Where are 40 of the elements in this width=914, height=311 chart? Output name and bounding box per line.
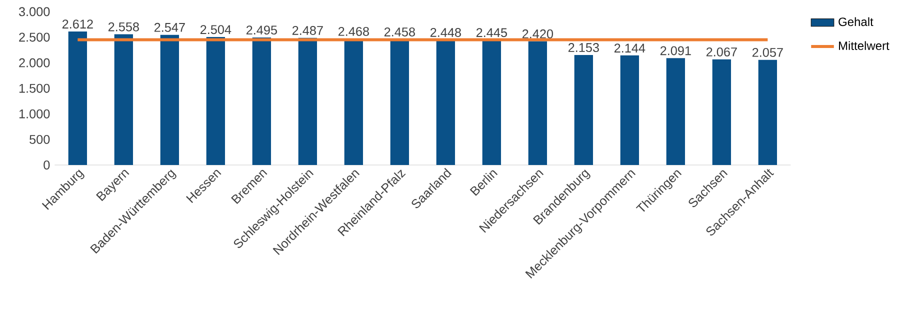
data-label: 2.448	[430, 28, 461, 37]
bar	[528, 41, 548, 165]
data-label: 2.153	[568, 43, 599, 52]
data-label: 2.445	[476, 28, 507, 38]
data-label: 2.468	[338, 26, 369, 36]
bar	[666, 58, 686, 165]
data-label: 2.558	[108, 22, 139, 32]
bar	[160, 34, 180, 165]
y-tick-label: 0	[44, 160, 50, 170]
data-label: 2.487	[292, 26, 323, 35]
bar	[620, 55, 640, 165]
y-tick-label: 500	[30, 134, 50, 144]
bar	[436, 40, 456, 165]
data-label: 2.547	[154, 22, 185, 32]
data-label: 2.504	[200, 25, 232, 34]
bar	[712, 59, 732, 165]
data-label: 2.458	[384, 27, 415, 36]
data-label: 2.091	[660, 46, 691, 56]
bar	[206, 37, 226, 165]
bar	[390, 39, 409, 165]
data-label: 2.067	[706, 47, 737, 56]
bar	[68, 32, 88, 165]
legend-label: Gehalt	[838, 17, 874, 26]
bar	[574, 54, 594, 165]
y-tick-label: 1.000	[19, 109, 50, 118]
bar	[114, 34, 134, 165]
data-label: 2.612	[62, 20, 93, 29]
bar	[482, 40, 502, 165]
y-tick-label: 2.500	[19, 32, 50, 42]
y-tick-label: 1.500	[19, 84, 50, 93]
legend-label: Mittelwert	[839, 41, 890, 50]
bar	[298, 38, 317, 165]
bar	[758, 60, 778, 165]
y-tick-label: 3.000	[18, 7, 50, 16]
data-label: 2.495	[246, 26, 277, 35]
data-label: 2.420	[522, 29, 554, 38]
bar	[252, 37, 272, 165]
y-tick-label: 2.000	[19, 58, 50, 68]
data-label: 2.144	[614, 44, 646, 52]
data-label: 2.057	[752, 48, 783, 57]
